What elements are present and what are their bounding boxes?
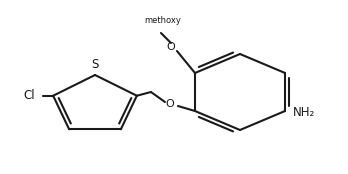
Text: NH₂: NH₂ — [293, 106, 315, 120]
Text: Cl: Cl — [24, 89, 35, 102]
Text: methoxy: methoxy — [144, 16, 181, 25]
Text: O: O — [166, 99, 174, 109]
Text: S: S — [91, 58, 99, 72]
Text: O: O — [167, 42, 175, 52]
